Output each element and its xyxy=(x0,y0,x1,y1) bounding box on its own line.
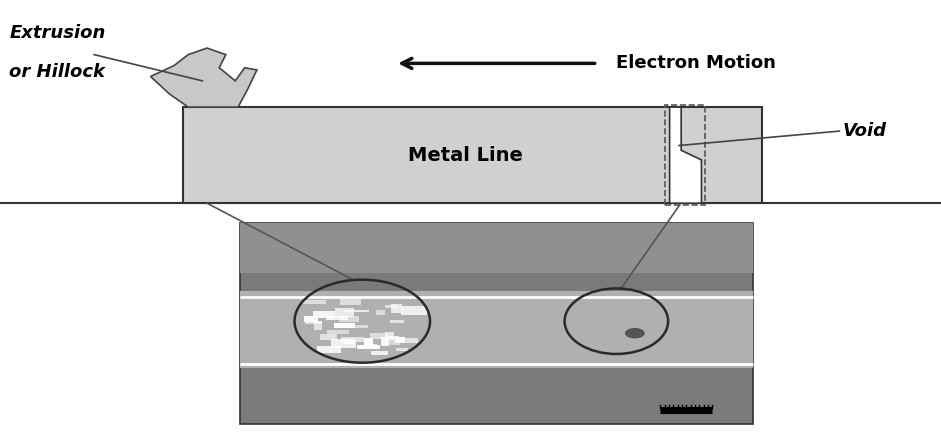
Text: or Hillock: or Hillock xyxy=(9,63,105,81)
Polygon shape xyxy=(670,107,701,203)
Bar xyxy=(240,223,753,424)
Bar xyxy=(345,310,369,312)
Bar xyxy=(371,351,389,355)
Text: Metal Line: Metal Line xyxy=(408,146,523,165)
Bar xyxy=(402,306,426,315)
Bar xyxy=(395,337,406,343)
Polygon shape xyxy=(151,48,257,107)
Bar xyxy=(331,339,356,347)
Bar xyxy=(352,326,368,328)
Bar xyxy=(303,300,327,304)
Bar xyxy=(401,338,418,343)
Bar xyxy=(313,312,335,318)
Bar xyxy=(358,346,380,349)
Bar xyxy=(335,309,354,317)
Bar xyxy=(381,337,389,346)
Text: Electron Motion: Electron Motion xyxy=(616,54,776,73)
Bar xyxy=(665,105,706,205)
Bar xyxy=(240,291,753,368)
Bar xyxy=(385,305,398,308)
Bar xyxy=(376,310,386,315)
Bar xyxy=(183,107,762,203)
Bar xyxy=(391,304,402,313)
Bar xyxy=(344,339,354,344)
Bar xyxy=(240,223,753,273)
Bar xyxy=(370,333,387,340)
Bar xyxy=(340,298,361,305)
Bar xyxy=(396,348,407,351)
Bar xyxy=(327,330,348,334)
Bar xyxy=(305,321,322,323)
Bar xyxy=(334,323,356,329)
Bar xyxy=(364,338,373,347)
Bar xyxy=(342,336,364,342)
Bar xyxy=(382,339,400,346)
Bar xyxy=(388,336,399,339)
Bar xyxy=(391,320,404,323)
Bar xyxy=(304,316,318,322)
Bar xyxy=(385,333,394,340)
Bar xyxy=(327,316,348,320)
Bar xyxy=(317,346,341,353)
Bar xyxy=(320,334,338,340)
Bar xyxy=(313,321,322,329)
Bar xyxy=(364,343,377,349)
Text: Extrusion: Extrusion xyxy=(9,24,105,42)
Ellipse shape xyxy=(626,329,645,338)
Bar xyxy=(339,316,359,323)
Text: Void: Void xyxy=(842,122,886,140)
